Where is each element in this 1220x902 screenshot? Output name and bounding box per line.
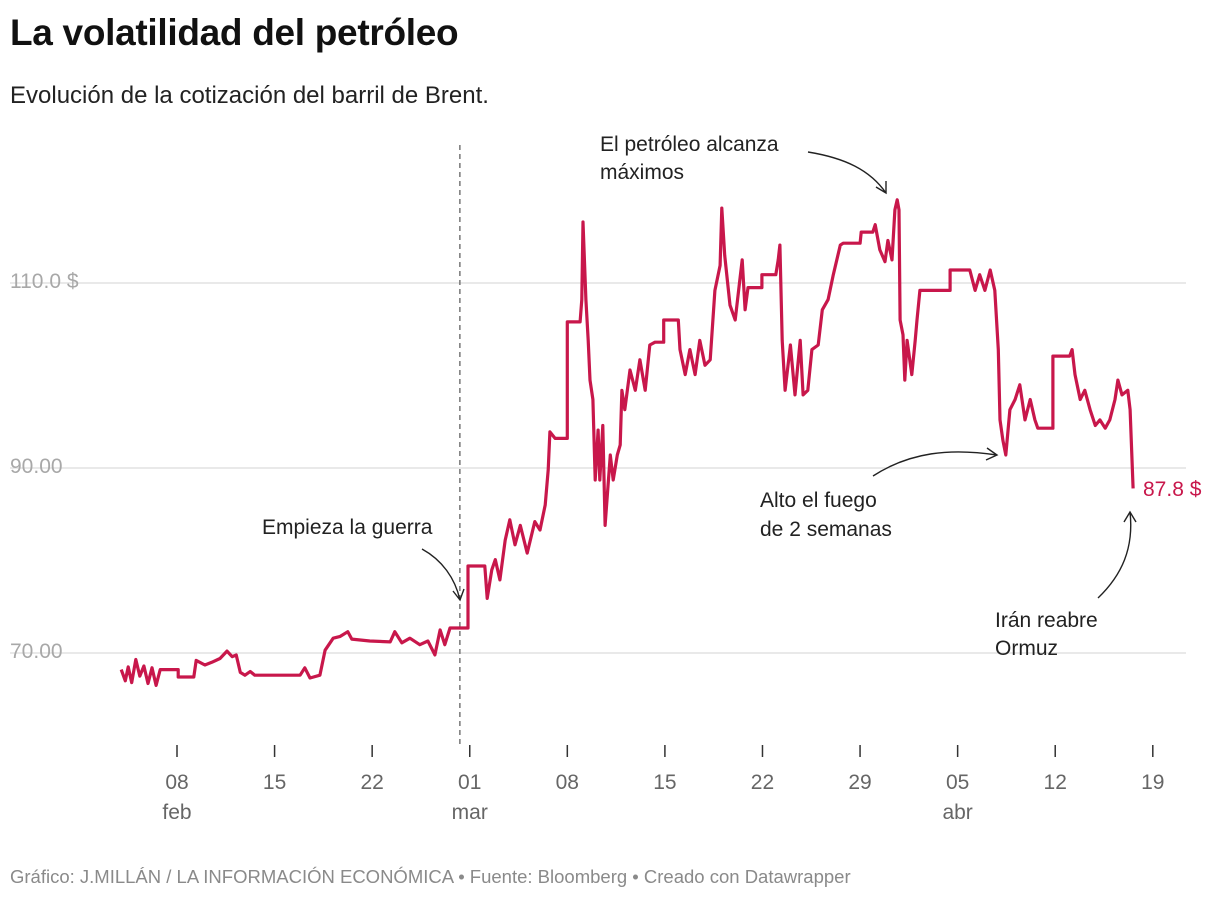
annotation-text: máximos [600,161,684,184]
x-month-label: abr [942,801,972,824]
x-tick-label: 05 [946,771,969,794]
chart: 110.0 $ 90.00 70.00 08 feb 15 22 01 mar 08 15 22 29… [10,133,1202,824]
x-tick-label: 22 [360,771,383,794]
chart-title: La volatilidad del petróleo [10,12,459,53]
y-axis-labels: 110.0 $ 90.00 70.00 [10,270,79,663]
x-month-label: feb [162,801,191,824]
annotation-ormuz: Irán reabre Ormuz [995,510,1137,660]
annotation-text: de 2 semanas [760,518,892,541]
annotation-arrow [421,548,465,602]
annotation-text: Ormuz [995,637,1058,660]
annotation-arrow [1097,510,1137,599]
y-tick-label: 110.0 $ [10,270,79,293]
annotation-text: Empieza la guerra [262,516,433,539]
annotation-arrow [872,447,999,477]
x-tick-label: 01 [458,771,481,794]
x-tick-label: 15 [263,771,286,794]
x-tick-label: 19 [1141,771,1164,794]
annotation-arrow [807,151,887,195]
x-tick-label: 08 [165,771,188,794]
annotation-text: Alto el fuego [760,489,877,512]
chart-footer-credits: Gráfico: J.MILLÁN / LA INFORMACIÓN ECONÓ… [10,866,851,887]
x-axis: 08 feb 15 22 01 mar 08 15 22 29 05 abr 12 19 [162,745,1164,824]
brent-price-line [119,198,1135,687]
annotation-alto-el-fuego: Alto el fuego de 2 semanas [760,447,999,541]
x-tick-label: 08 [556,771,579,794]
chart-subtitle: Evolución de la cotización del barril de… [10,82,489,109]
x-month-label: mar [452,801,488,824]
annotation-maximos: El petróleo alcanza máximos [600,133,887,195]
x-tick-label: 22 [751,771,774,794]
annotation-guerra: Empieza la guerra [262,516,465,602]
x-tick-label: 12 [1044,771,1067,794]
annotation-text: Irán reabre [995,609,1098,632]
x-tick-label: 29 [848,771,871,794]
y-tick-label: 90.00 [10,455,63,478]
y-tick-label: 70.00 [10,640,63,663]
end-value-label: 87.8 $ [1143,478,1202,501]
annotation-text: El petróleo alcanza [600,133,779,156]
x-tick-label: 15 [653,771,676,794]
